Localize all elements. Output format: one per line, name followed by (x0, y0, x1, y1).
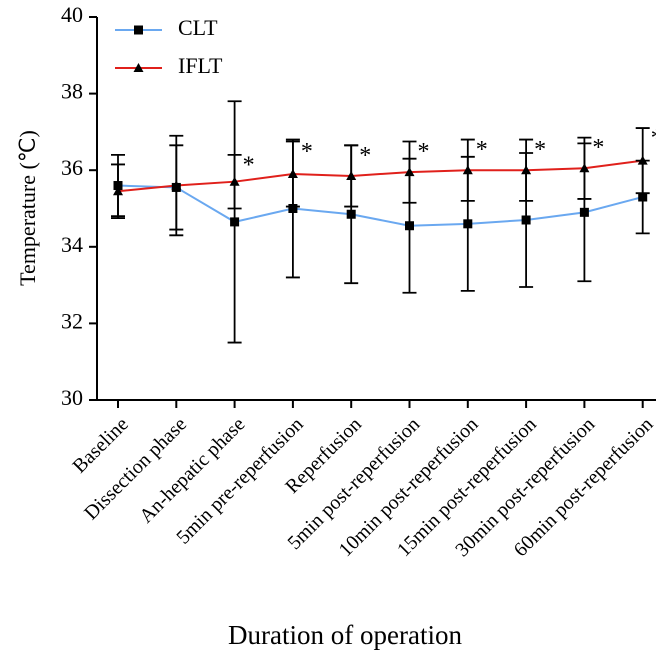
marker (637, 155, 648, 165)
series-line (117, 184, 643, 227)
legend-label: IFLT (178, 53, 223, 78)
y-tick-label: 36 (61, 155, 83, 180)
y-tick-label: 34 (61, 232, 83, 257)
annotation: * (534, 137, 546, 163)
legend-label: CLT (178, 15, 218, 40)
marker (229, 176, 240, 186)
y-tick-label: 38 (61, 79, 83, 104)
x-tick-label: An-hepatic phase (135, 413, 249, 527)
marker (638, 192, 648, 202)
annotation: * (301, 139, 313, 165)
y-tick-label: 40 (61, 2, 83, 27)
annotation: * (651, 126, 656, 152)
annotation: * (243, 152, 255, 178)
marker (346, 170, 357, 180)
marker (521, 165, 532, 175)
marker (405, 221, 414, 231)
marker (287, 169, 298, 179)
y-axis-title: Temperature (℃) (15, 130, 40, 286)
annotation: * (592, 135, 604, 161)
y-tick-label: 32 (61, 308, 83, 333)
annotation: * (418, 139, 430, 165)
marker (404, 167, 415, 177)
x-axis-title: Duration of operation (228, 620, 462, 650)
legend-marker (134, 25, 143, 35)
y-tick-label: 30 (61, 385, 83, 410)
marker (463, 219, 473, 229)
marker (521, 215, 531, 225)
marker (288, 204, 298, 213)
marker (462, 165, 473, 175)
marker (346, 209, 356, 219)
series-line (117, 159, 643, 193)
marker (579, 207, 589, 217)
annotation: * (476, 137, 488, 163)
marker (230, 217, 240, 227)
marker (171, 180, 182, 190)
marker (113, 186, 123, 196)
marker (579, 163, 590, 173)
annotation: * (359, 143, 371, 169)
legend-marker (133, 63, 144, 72)
x-tick-label: Dissection phase (80, 413, 191, 524)
